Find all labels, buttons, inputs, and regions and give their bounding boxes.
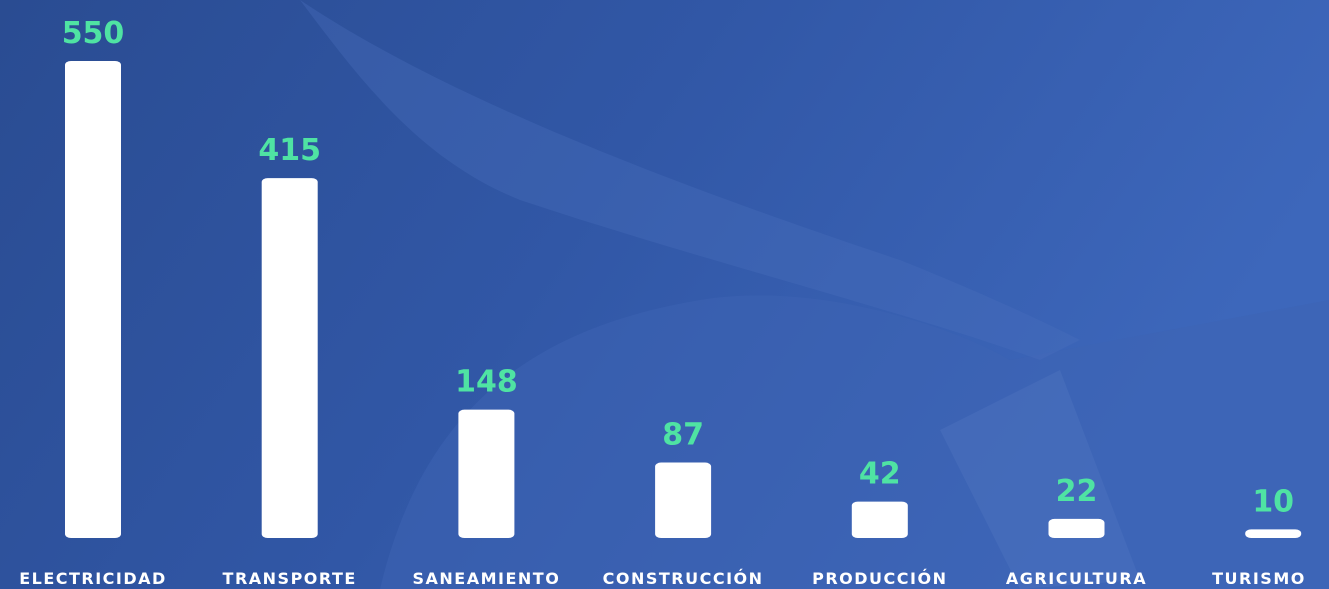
bar (1048, 518, 1105, 538)
bar (1245, 529, 1302, 538)
background-shape (300, 0, 1080, 360)
value-label: 10 (1252, 484, 1294, 519)
category-label: PRODUCCIÓN (812, 569, 947, 588)
value-label: 22 (1056, 474, 1098, 509)
category-label: CONSTRUCCIÓN (603, 569, 764, 588)
category-label: TRANSPORTE (223, 569, 357, 588)
value-label: 148 (455, 365, 518, 400)
bar (261, 178, 318, 538)
value-label: 550 (62, 16, 125, 51)
value-label: 42 (859, 457, 901, 492)
value-label: 415 (258, 133, 321, 168)
plot: 550 ELECTRICIDAD 415 TRANSPORTE 148 SANEAMIEN… (19, 16, 1306, 588)
bar (851, 501, 908, 538)
category-label: SANEAMIENTO (412, 569, 560, 588)
category-label: TURISMO (1212, 569, 1306, 588)
value-label: 87 (662, 418, 704, 453)
category-label: AGRICULTURA (1006, 569, 1147, 588)
bar (458, 409, 515, 538)
category-label: ELECTRICIDAD (19, 569, 167, 588)
background-shape (380, 295, 1329, 589)
bar (65, 61, 121, 538)
bar (655, 462, 712, 538)
